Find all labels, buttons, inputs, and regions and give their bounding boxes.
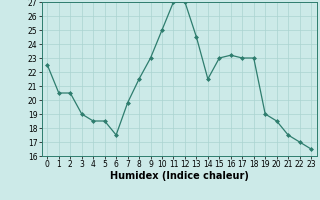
X-axis label: Humidex (Indice chaleur): Humidex (Indice chaleur) bbox=[110, 171, 249, 181]
